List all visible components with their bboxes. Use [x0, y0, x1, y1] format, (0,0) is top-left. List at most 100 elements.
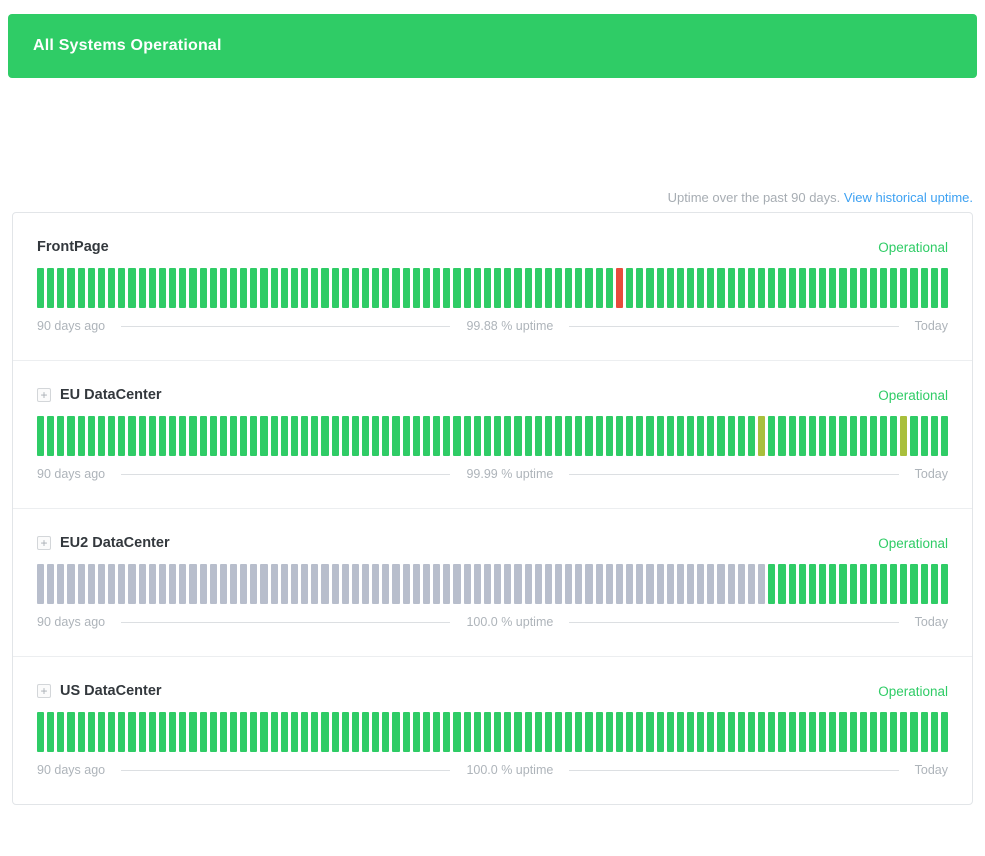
uptime-bar-up[interactable]	[606, 416, 613, 456]
uptime-bar-up[interactable]	[423, 416, 430, 456]
uptime-bar-up[interactable]	[900, 564, 907, 604]
uptime-bar-nodata[interactable]	[403, 564, 410, 604]
uptime-bar-up[interactable]	[321, 712, 328, 752]
uptime-bar-up[interactable]	[829, 712, 836, 752]
uptime-bar-up[interactable]	[210, 416, 217, 456]
uptime-bar-up[interactable]	[220, 268, 227, 308]
uptime-bar-up[interactable]	[250, 416, 257, 456]
uptime-bar-up[interactable]	[474, 268, 481, 308]
uptime-bar-up[interactable]	[342, 268, 349, 308]
uptime-bar-up[interactable]	[57, 416, 64, 456]
uptime-bar-up[interactable]	[941, 416, 948, 456]
uptime-bar-up[interactable]	[707, 712, 714, 752]
uptime-bar-up[interactable]	[179, 268, 186, 308]
uptime-bar-up[interactable]	[778, 564, 785, 604]
uptime-bar-up[interactable]	[403, 268, 410, 308]
uptime-bar-up[interactable]	[890, 564, 897, 604]
uptime-bar-up[interactable]	[738, 416, 745, 456]
uptime-bar-up[interactable]	[616, 712, 623, 752]
uptime-bar-up[interactable]	[870, 268, 877, 308]
uptime-bar-up[interactable]	[646, 416, 653, 456]
uptime-bar-up[interactable]	[657, 712, 664, 752]
uptime-bar-nodata[interactable]	[301, 564, 308, 604]
uptime-bar-up[interactable]	[555, 712, 562, 752]
uptime-bar-up[interactable]	[860, 564, 867, 604]
uptime-bar-up[interactable]	[931, 564, 938, 604]
uptime-bar-up[interactable]	[839, 712, 846, 752]
uptime-bar-up[interactable]	[342, 712, 349, 752]
uptime-bar-up[interactable]	[789, 564, 796, 604]
uptime-bar-up[interactable]	[57, 712, 64, 752]
uptime-bar-up[interactable]	[311, 416, 318, 456]
uptime-bar-up[interactable]	[606, 712, 613, 752]
uptime-bar-up[interactable]	[890, 416, 897, 456]
uptime-bar-up[interactable]	[413, 416, 420, 456]
uptime-bar-up[interactable]	[67, 712, 74, 752]
uptime-bar-up[interactable]	[697, 416, 704, 456]
uptime-bar-up[interactable]	[220, 712, 227, 752]
uptime-bar-up[interactable]	[281, 712, 288, 752]
uptime-bar-up[interactable]	[545, 416, 552, 456]
uptime-bar-up[interactable]	[850, 268, 857, 308]
uptime-bar-up[interactable]	[626, 416, 633, 456]
uptime-bar-up[interactable]	[433, 712, 440, 752]
uptime-bar-up[interactable]	[392, 712, 399, 752]
uptime-bar-nodata[interactable]	[545, 564, 552, 604]
uptime-bar-nodata[interactable]	[667, 564, 674, 604]
uptime-bar-nodata[interactable]	[281, 564, 288, 604]
uptime-bar-up[interactable]	[494, 416, 501, 456]
uptime-bar-up[interactable]	[67, 416, 74, 456]
uptime-bar-up[interactable]	[47, 416, 54, 456]
uptime-bar-up[interactable]	[910, 268, 917, 308]
uptime-bar-up[interactable]	[78, 416, 85, 456]
uptime-bar-up[interactable]	[717, 416, 724, 456]
uptime-bar-up[interactable]	[169, 712, 176, 752]
uptime-bar-up[interactable]	[596, 416, 603, 456]
uptime-bar-up[interactable]	[778, 416, 785, 456]
uptime-bar-up[interactable]	[778, 268, 785, 308]
uptime-bar-up[interactable]	[423, 712, 430, 752]
uptime-bar-up[interactable]	[403, 416, 410, 456]
uptime-bar-up[interactable]	[677, 712, 684, 752]
uptime-bar-up[interactable]	[179, 416, 186, 456]
uptime-bar-nodata[interactable]	[169, 564, 176, 604]
uptime-bar-up[interactable]	[535, 712, 542, 752]
uptime-bar-up[interactable]	[646, 712, 653, 752]
uptime-bar-up[interactable]	[667, 268, 674, 308]
uptime-bar-nodata[interactable]	[504, 564, 511, 604]
uptime-bar-nodata[interactable]	[362, 564, 369, 604]
uptime-bar-up[interactable]	[768, 268, 775, 308]
uptime-bar-up[interactable]	[271, 712, 278, 752]
uptime-bar-up[interactable]	[382, 416, 389, 456]
uptime-bar-nodata[interactable]	[128, 564, 135, 604]
uptime-bar-up[interactable]	[413, 268, 420, 308]
expand-icon[interactable]: +	[37, 536, 51, 550]
uptime-bar-nodata[interactable]	[189, 564, 196, 604]
uptime-bar-up[interactable]	[301, 268, 308, 308]
uptime-bar-up[interactable]	[453, 268, 460, 308]
uptime-bar-nodata[interactable]	[67, 564, 74, 604]
uptime-bar-nodata[interactable]	[707, 564, 714, 604]
uptime-bar-nodata[interactable]	[271, 564, 278, 604]
uptime-bar-nodata[interactable]	[220, 564, 227, 604]
uptime-bar-up[interactable]	[453, 712, 460, 752]
uptime-bar-up[interactable]	[301, 712, 308, 752]
uptime-bar-up[interactable]	[768, 416, 775, 456]
uptime-bar-up[interactable]	[362, 268, 369, 308]
uptime-bar-nodata[interactable]	[728, 564, 735, 604]
uptime-bar-up[interactable]	[687, 268, 694, 308]
uptime-bar-nodata[interactable]	[535, 564, 542, 604]
uptime-bar-up[interactable]	[535, 268, 542, 308]
uptime-bar-up[interactable]	[585, 268, 592, 308]
uptime-bar-up[interactable]	[697, 268, 704, 308]
uptime-bar-up[interactable]	[819, 416, 826, 456]
uptime-bar-nodata[interactable]	[565, 564, 572, 604]
uptime-bar-nodata[interactable]	[149, 564, 156, 604]
uptime-bar-up[interactable]	[850, 712, 857, 752]
uptime-bar-up[interactable]	[839, 564, 846, 604]
uptime-bar-nodata[interactable]	[372, 564, 379, 604]
uptime-bar-up[interactable]	[728, 712, 735, 752]
uptime-bar-up[interactable]	[931, 268, 938, 308]
uptime-bar-up[interactable]	[159, 416, 166, 456]
uptime-bar-nodata[interactable]	[525, 564, 532, 604]
